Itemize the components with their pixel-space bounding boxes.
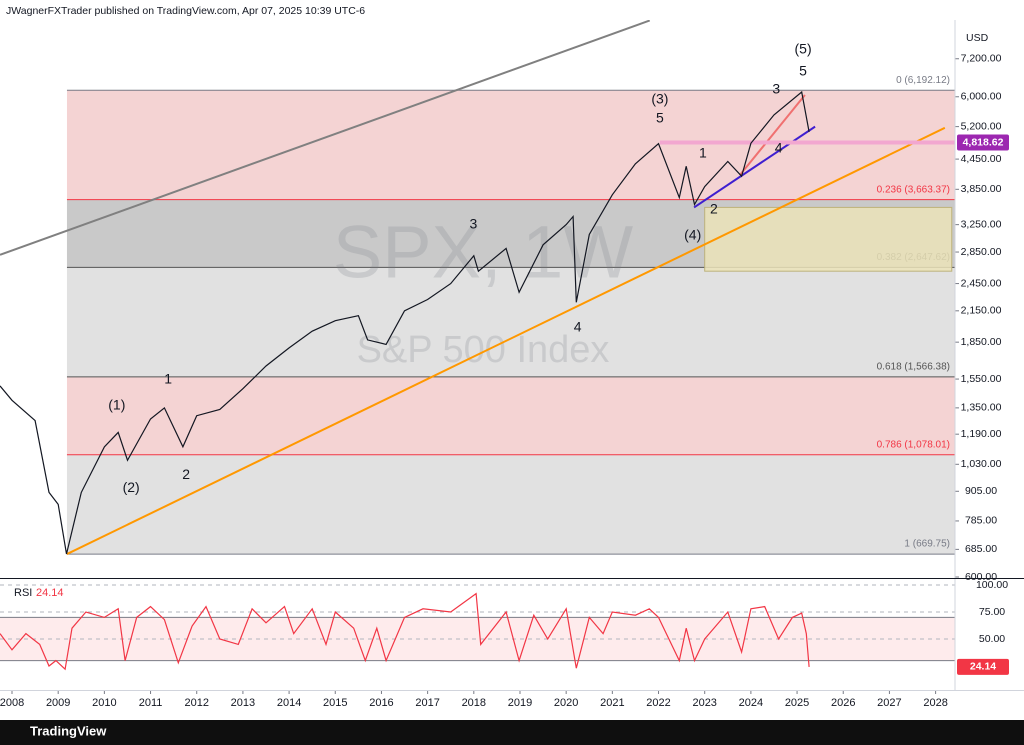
wave-label: (2) — [123, 479, 140, 495]
fib-label: 1 (669.75) — [904, 539, 950, 550]
x-tick-label: 2028 — [923, 697, 947, 709]
x-tick-label: 2025 — [785, 697, 809, 709]
watermark-title: SPX, 1W — [333, 211, 633, 294]
fib-label: 0.786 (1,078.01) — [877, 439, 950, 450]
x-tick-label: 2008 — [0, 697, 24, 709]
wave-label: 1 — [164, 371, 172, 387]
rsi-pane — [0, 584, 955, 671]
x-tick-label: 2027 — [877, 697, 901, 709]
x-tick-label: 2022 — [646, 697, 670, 709]
rsi-title: RSI — [14, 587, 32, 599]
y-tick-label: 685.00 — [965, 543, 997, 555]
y-tick-label: 785.00 — [965, 515, 997, 527]
wave-label: 2 — [182, 466, 190, 482]
y-tick-label: 4,450.00 — [961, 153, 1002, 165]
y-tick-label: 1,850.00 — [961, 336, 1002, 348]
rsi-header-value: 24.14 — [36, 587, 64, 599]
fib-label: 0 (6,192.12) — [896, 75, 950, 86]
y-tick-label: 2,450.00 — [961, 277, 1002, 289]
x-tick-label: 2013 — [231, 697, 255, 709]
y-tick-label: 1,350.00 — [961, 402, 1002, 414]
x-tick-label: 2023 — [692, 697, 716, 709]
wave-label: 5 — [656, 109, 664, 125]
last-price-label: 4,818.62 — [963, 136, 1004, 148]
x-tick-label: 2020 — [554, 697, 578, 709]
wave-label: 3 — [772, 81, 780, 97]
wave-label: 4 — [574, 319, 582, 335]
y-tick-label: 600.00 — [965, 571, 997, 583]
wave-label: 4 — [775, 139, 783, 155]
fib-band — [66, 376, 955, 455]
wave-label: (3) — [651, 91, 668, 107]
target-box — [704, 206, 953, 272]
y-tick-label: 2,850.00 — [961, 246, 1002, 258]
wave-label: 1 — [699, 145, 707, 161]
y-tick-label: 1,190.00 — [961, 428, 1002, 440]
x-tick-label: 2011 — [139, 697, 163, 709]
axes: 100.00 75.00 50.00 7,200.00 6,000.00 5,200.00… — [0, 53, 1009, 709]
y-tick-label: 905.00 — [965, 485, 997, 497]
y-tick-label: 3,850.00 — [961, 183, 1002, 195]
wave-label: 5 — [799, 63, 807, 79]
rsi-tag-label: 24.14 — [970, 661, 996, 673]
last-price-tag — [957, 134, 1009, 151]
x-tick-label: 2024 — [739, 697, 763, 709]
fib-label: 0.236 (3,663.37) — [877, 184, 950, 195]
currency: USD — [966, 32, 989, 44]
trend-line — [66, 126, 946, 555]
y-tick-label: 6,000.00 — [961, 91, 1002, 103]
trend-line — [0, 20, 651, 256]
brand: TradingView — [30, 723, 107, 738]
y-tick-label: 5,200.00 — [961, 120, 1002, 132]
x-tick-label: 2021 — [600, 697, 624, 709]
rsi-tick-label: 100.00 — [976, 579, 1008, 591]
price-pane: 0 (6,192.12)0.236 (3,663.37)0.382 (2,647… — [0, 20, 955, 555]
y-tick-label: 3,250.00 — [961, 218, 1002, 230]
fib-label: 0.618 (1,566.38) — [877, 362, 950, 373]
x-tick-label: 2012 — [184, 697, 208, 709]
x-tick-label: 2016 — [369, 697, 393, 709]
y-tick-label: 1,030.00 — [961, 458, 1002, 470]
x-tick-label: 2010 — [92, 697, 116, 709]
wave-label: (4) — [684, 227, 701, 243]
footer-bar — [0, 720, 1024, 745]
trend-line — [693, 125, 816, 209]
wave-label: 2 — [710, 200, 718, 216]
series-line — [0, 90, 810, 555]
y-tick-label: 1,550.00 — [961, 373, 1002, 385]
rsi-tick-label: 75.00 — [979, 606, 1005, 618]
rsi-tag — [957, 658, 1009, 675]
x-tick-label: 2019 — [508, 697, 532, 709]
x-tick-label: 2015 — [323, 697, 347, 709]
trend-line — [739, 94, 806, 176]
publisher: JWagnerFXTrader published on TradingView… — [6, 5, 365, 17]
x-tick-label: 2009 — [46, 697, 70, 709]
watermark-subtitle: S&P 500 Index — [357, 329, 610, 371]
x-tick-label: 2017 — [415, 697, 439, 709]
fib-band — [66, 90, 955, 200]
wave-label: 3 — [469, 216, 477, 232]
rsi-tick-label: 50.00 — [979, 633, 1005, 645]
x-tick-label: 2014 — [277, 697, 301, 709]
y-tick-label: 2,150.00 — [961, 305, 1002, 317]
y-tick-label: 7,200.00 — [961, 53, 1002, 65]
wave-label: (5) — [795, 40, 812, 56]
fib-band — [66, 454, 955, 555]
fib-band — [66, 267, 955, 377]
x-tick-label: 2026 — [831, 697, 855, 709]
series-line — [0, 592, 810, 671]
wave-label: (1) — [108, 397, 125, 413]
x-tick-label: 2018 — [462, 697, 486, 709]
